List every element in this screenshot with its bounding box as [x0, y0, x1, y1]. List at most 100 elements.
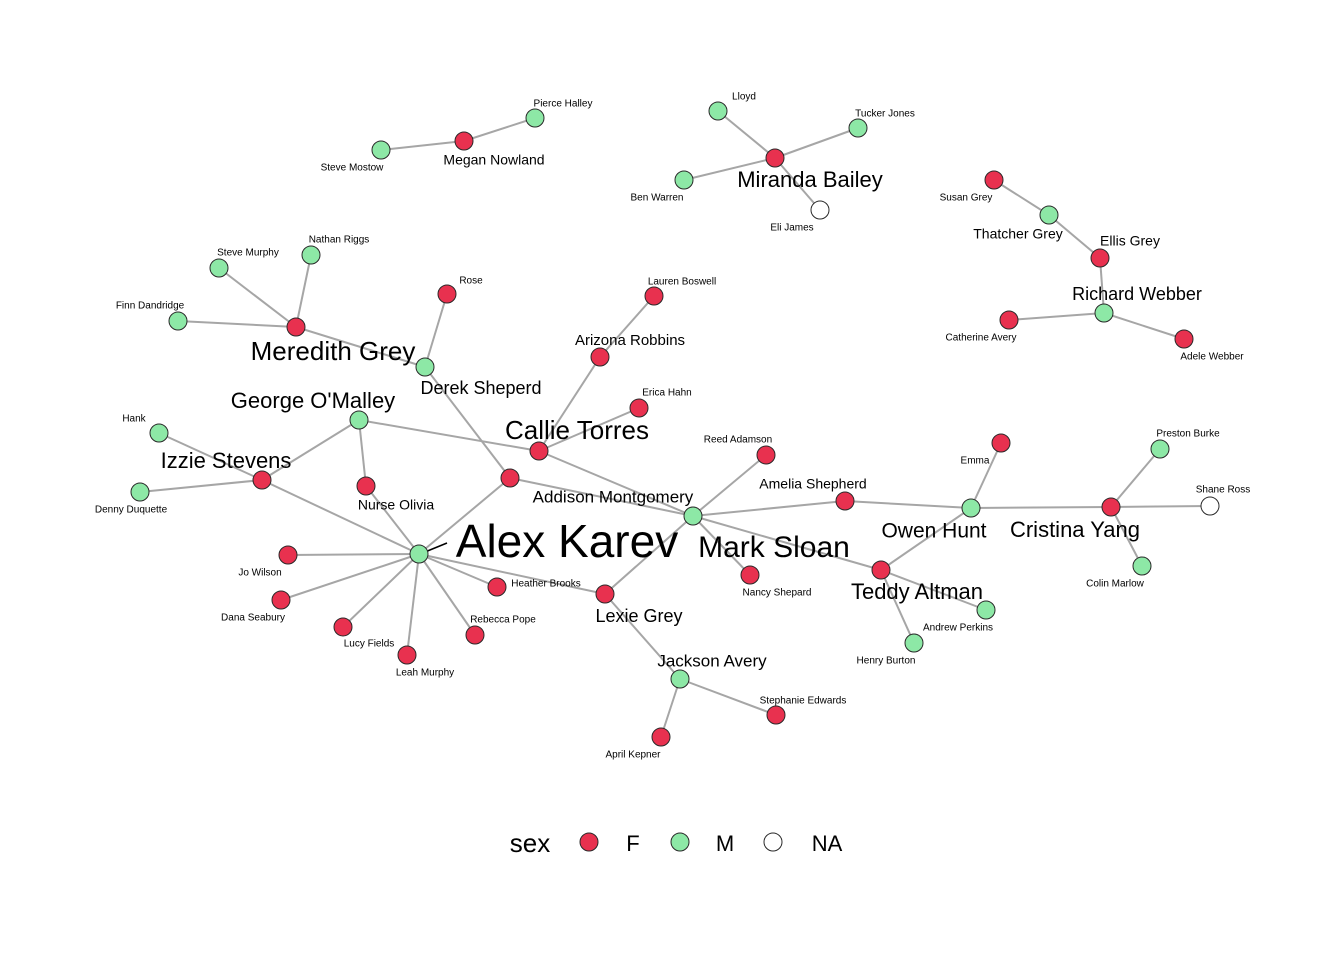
edge-jackson-avery-stephanie-edwards: [679, 678, 777, 716]
edge-lexie-grey-mark-sloan: [604, 515, 694, 595]
node-label-richard-webber: Richard Webber: [1072, 284, 1202, 304]
node-label-george-o-malley: George O'Malley: [231, 388, 395, 413]
edge-george-o-malley-callie-torres: [358, 419, 540, 452]
node-callie-torres: [529, 441, 549, 461]
node-hank: [149, 423, 169, 443]
node-label-erica-hahn: Erica Hahn: [642, 388, 691, 399]
edge-george-o-malley-izzie-stevens: [261, 419, 360, 481]
node-label-steve-mostow: Steve Mostow: [321, 163, 385, 174]
edge-lexie-grey-jackson-avery: [604, 593, 681, 680]
edge-callie-torres-mark-sloan: [538, 450, 694, 517]
edge-jo-wilson-alex-karev: [287, 553, 420, 556]
node-label-heather-brooks: Heather Brooks: [511, 579, 580, 590]
edge-emma-owen-hunt: [970, 442, 1002, 509]
edge-nathan-riggs-meredith-grey: [295, 254, 312, 328]
node-rebecca-pope: [465, 625, 485, 645]
node-derek-sheperd: [415, 357, 435, 377]
edge-dana-seabury-alex-karev: [280, 553, 420, 601]
edge-cristina-yang-preston-burke: [1110, 448, 1161, 508]
legend-label-f: F: [626, 831, 639, 856]
node-addison-montgomery: [500, 468, 520, 488]
label-leaders-layer: [424, 542, 448, 553]
edge-george-o-malley-nurse-olivia: [358, 419, 367, 487]
labels-layer: Alex Karev Mark Sloan Callie Torres George …: [95, 92, 1250, 761]
edge-reed-adamson-mark-sloan: [692, 454, 767, 517]
node-megan-nowland: [454, 131, 474, 151]
node-steve-mostow: [371, 140, 391, 160]
edge-tucker-jones-miranda-bailey: [774, 127, 859, 159]
node-label-rose: Rose: [459, 276, 483, 287]
node-henry-burton: [904, 633, 924, 653]
node-susan-grey: [984, 170, 1004, 190]
node-label-callie-torres: Callie Torres: [505, 415, 649, 445]
legend-label-na: NA: [812, 831, 843, 856]
edge-finn-dandridge-meredith-grey: [177, 320, 297, 328]
node-label-tucker-jones: Tucker Jones: [855, 109, 915, 120]
edge-rose-derek-sheperd: [424, 293, 448, 368]
node-label-colin-marlow: Colin Marlow: [1086, 579, 1145, 590]
node-label-shane-ross: Shane Ross: [1196, 485, 1250, 496]
edge-lexie-grey-alex-karev: [418, 553, 606, 595]
edge-addison-montgomery-mark-sloan: [509, 477, 694, 517]
node-nurse-olivia: [356, 476, 376, 496]
node-meredith-grey: [286, 317, 306, 337]
node-label-denny-duquette: Denny Duquette: [95, 505, 168, 516]
node-izzie-stevens: [252, 470, 272, 490]
node-label-addison-montgomery: Addison Montgomery: [533, 487, 694, 506]
edge-lloyd-miranda-bailey: [717, 110, 776, 159]
node-leah-murphy: [397, 645, 417, 665]
node-tucker-jones: [848, 118, 868, 138]
node-nancy-shepard: [740, 565, 760, 585]
edge-owen-hunt-teddy-altman: [880, 507, 972, 571]
node-lucy-fields: [333, 617, 353, 637]
edges-layer: [139, 110, 1211, 738]
node-steve-murphy: [209, 258, 229, 278]
node-eli-james: [810, 200, 830, 220]
node-emma: [991, 433, 1011, 453]
node-stephanie-edwards: [766, 705, 786, 725]
node-alex-karev: [409, 544, 429, 564]
edge-steve-mostow-megan-nowland: [380, 140, 465, 151]
node-lauren-boswell: [644, 286, 664, 306]
edge-ben-warren-miranda-bailey: [683, 157, 776, 181]
node-label-ellis-grey: Ellis Grey: [1100, 233, 1160, 249]
node-label-cristina-yang: Cristina Yang: [1010, 517, 1140, 542]
node-teddy-altman: [871, 560, 891, 580]
node-label-mark-sloan: Mark Sloan: [698, 531, 850, 564]
node-label-adele-webber: Adele Webber: [1180, 352, 1244, 363]
legend-swatch-na: [763, 832, 783, 852]
node-label-miranda-bailey: Miranda Bailey: [737, 167, 883, 192]
node-thatcher-grey: [1039, 205, 1059, 225]
node-april-kepner: [651, 727, 671, 747]
node-ellis-grey: [1090, 248, 1110, 268]
edge-eli-james-miranda-bailey: [774, 157, 821, 211]
edge-denny-duquette-izzie-stevens: [139, 479, 263, 493]
node-jackson-avery: [670, 669, 690, 689]
node-label-hank: Hank: [122, 414, 146, 425]
edge-meredith-grey-derek-sheperd: [295, 326, 426, 368]
node-label-megan-nowland: Megan Nowland: [443, 152, 544, 168]
node-erica-hahn: [629, 398, 649, 418]
edge-nancy-shepard-mark-sloan: [692, 515, 751, 576]
node-label-alex-karev: Alex Karev: [456, 515, 678, 567]
node-arizona-robbins: [590, 347, 610, 367]
node-label-jo-wilson: Jo Wilson: [238, 568, 281, 579]
legend-swatch-f: [579, 832, 599, 852]
node-label-leah-murphy: Leah Murphy: [396, 668, 454, 679]
label-leader-alex-karev: [424, 542, 448, 553]
edge-susan-grey-thatcher-grey: [993, 179, 1050, 216]
node-colin-marlow: [1132, 556, 1152, 576]
node-richard-webber: [1094, 303, 1114, 323]
edge-heather-brooks-alex-karev: [418, 553, 498, 588]
node-miranda-bailey: [765, 148, 785, 168]
nodes-layer: [130, 101, 1220, 747]
node-label-emma: Emma: [961, 456, 990, 467]
node-label-nathan-riggs: Nathan Riggs: [309, 235, 370, 246]
node-label-susan-grey: Susan Grey: [940, 193, 993, 204]
node-ben-warren: [674, 170, 694, 190]
node-label-lauren-boswell: Lauren Boswell: [648, 277, 716, 288]
node-label-arizona-robbins: Arizona Robbins: [575, 332, 685, 349]
node-owen-hunt: [961, 498, 981, 518]
edge-catherine-avery-richard-webber: [1008, 312, 1105, 321]
